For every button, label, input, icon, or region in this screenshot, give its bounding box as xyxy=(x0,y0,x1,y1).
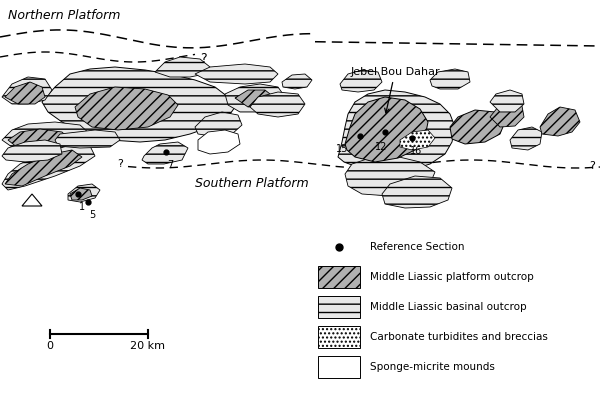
Text: 5: 5 xyxy=(89,210,95,220)
Text: 0: 0 xyxy=(47,341,53,351)
Polygon shape xyxy=(338,90,455,172)
Polygon shape xyxy=(2,140,62,162)
Bar xyxy=(318,266,360,288)
Text: Southern Platform: Southern Platform xyxy=(195,177,308,190)
Text: 7: 7 xyxy=(167,160,173,170)
Polygon shape xyxy=(198,130,240,154)
Polygon shape xyxy=(282,74,312,89)
Polygon shape xyxy=(8,129,70,150)
Text: Middle Liassic platform outcrop: Middle Liassic platform outcrop xyxy=(370,272,534,282)
Polygon shape xyxy=(42,67,235,142)
Polygon shape xyxy=(195,64,278,84)
Text: ?: ? xyxy=(589,161,595,171)
Polygon shape xyxy=(510,127,542,150)
Text: Northern Platform: Northern Platform xyxy=(8,9,121,22)
Polygon shape xyxy=(490,102,524,127)
Polygon shape xyxy=(345,97,428,162)
Polygon shape xyxy=(345,156,435,196)
Polygon shape xyxy=(68,184,100,202)
Polygon shape xyxy=(225,84,285,112)
Polygon shape xyxy=(142,142,188,164)
Polygon shape xyxy=(2,144,95,190)
Text: ?: ? xyxy=(200,52,206,65)
Text: Reference Section: Reference Section xyxy=(370,242,464,252)
Polygon shape xyxy=(450,110,505,144)
Polygon shape xyxy=(55,130,120,148)
Polygon shape xyxy=(250,92,305,117)
Bar xyxy=(318,296,360,318)
Text: 1: 1 xyxy=(79,202,85,212)
Polygon shape xyxy=(70,188,92,200)
Text: 12: 12 xyxy=(375,142,387,152)
Polygon shape xyxy=(148,144,184,162)
Text: Jebel Bou Dahar: Jebel Bou Dahar xyxy=(350,67,440,113)
Polygon shape xyxy=(400,130,435,150)
Polygon shape xyxy=(540,107,580,136)
Text: Carbonate turbidites and breccias: Carbonate turbidites and breccias xyxy=(370,332,548,342)
Text: 15: 15 xyxy=(336,144,348,154)
Polygon shape xyxy=(382,176,452,208)
Polygon shape xyxy=(235,90,275,107)
Polygon shape xyxy=(5,150,82,186)
Bar xyxy=(318,356,360,378)
Text: Sponge-micrite mounds: Sponge-micrite mounds xyxy=(370,362,495,372)
Polygon shape xyxy=(5,82,45,104)
Bar xyxy=(318,326,360,348)
Polygon shape xyxy=(490,90,524,112)
Polygon shape xyxy=(195,112,242,136)
Text: 16: 16 xyxy=(410,146,422,156)
Text: Middle Liassic basinal outcrop: Middle Liassic basinal outcrop xyxy=(370,302,527,312)
Text: ?: ? xyxy=(117,159,123,169)
Polygon shape xyxy=(22,194,42,206)
Polygon shape xyxy=(2,77,52,104)
Polygon shape xyxy=(155,57,210,77)
Text: 20 km: 20 km xyxy=(131,341,166,351)
Polygon shape xyxy=(75,87,178,130)
Polygon shape xyxy=(430,69,470,89)
Polygon shape xyxy=(340,70,382,92)
Polygon shape xyxy=(2,122,90,150)
